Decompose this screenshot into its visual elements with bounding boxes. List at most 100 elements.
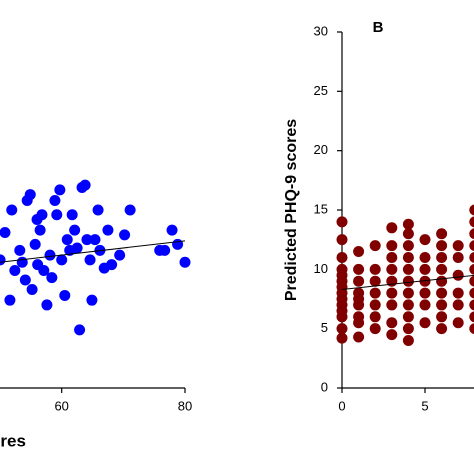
point <box>436 299 448 311</box>
point <box>369 299 381 311</box>
point <box>79 179 91 191</box>
point <box>19 274 31 286</box>
point <box>38 265 50 277</box>
point <box>402 323 414 335</box>
point <box>179 256 191 268</box>
y-tick-label: 20 <box>314 142 328 157</box>
point <box>452 299 464 311</box>
point <box>469 299 474 311</box>
point <box>419 275 431 287</box>
point <box>386 317 398 329</box>
point <box>66 209 78 221</box>
point <box>26 284 38 296</box>
point <box>24 189 36 201</box>
point <box>353 331 365 343</box>
point <box>353 263 365 275</box>
point <box>402 335 414 347</box>
point <box>386 287 398 299</box>
point <box>419 263 431 275</box>
point <box>336 234 348 246</box>
point <box>74 324 86 336</box>
point <box>41 299 53 311</box>
point <box>419 287 431 299</box>
point <box>119 229 131 241</box>
x-tick-label: 80 <box>178 398 192 413</box>
point <box>369 311 381 323</box>
point <box>166 224 178 236</box>
point <box>469 216 474 228</box>
point <box>353 287 365 299</box>
point <box>36 209 48 221</box>
point <box>16 256 28 268</box>
point <box>353 311 365 323</box>
point <box>114 249 126 261</box>
y-axis-label: Predicted PHQ-9 scores <box>283 119 300 301</box>
point <box>89 234 101 246</box>
point <box>469 275 474 287</box>
point <box>436 275 448 287</box>
point <box>336 251 348 263</box>
point <box>419 299 431 311</box>
y-tick-label: 25 <box>314 83 328 98</box>
point <box>402 275 414 287</box>
point <box>51 209 63 221</box>
point <box>402 240 414 252</box>
point <box>419 234 431 246</box>
point <box>436 240 448 252</box>
point <box>369 275 381 287</box>
trend-line <box>0 240 186 263</box>
point <box>402 311 414 323</box>
y-tick-label: 15 <box>314 201 328 216</box>
point <box>69 224 81 236</box>
point <box>81 234 93 246</box>
point <box>106 259 118 271</box>
y-tick-label: 5 <box>321 320 328 335</box>
point <box>469 252 474 263</box>
point <box>369 240 381 252</box>
point <box>386 251 398 263</box>
point <box>402 218 414 230</box>
point <box>386 263 398 275</box>
x-tick-label: 0 <box>338 398 345 413</box>
point <box>469 323 474 335</box>
point <box>49 195 61 207</box>
point <box>353 275 365 287</box>
point <box>436 311 448 323</box>
y-tick-label: 0 <box>321 379 328 394</box>
point <box>402 263 414 275</box>
point <box>102 224 114 236</box>
point <box>54 184 66 196</box>
point <box>402 299 414 311</box>
point <box>436 228 448 240</box>
point <box>402 251 414 263</box>
point <box>369 287 381 299</box>
point <box>402 228 414 240</box>
point <box>386 329 398 341</box>
point <box>436 263 448 275</box>
point <box>469 228 474 240</box>
point <box>386 222 398 234</box>
point <box>92 204 104 216</box>
point <box>0 254 6 266</box>
point <box>452 287 464 299</box>
y-tick-label: 30 <box>314 23 328 38</box>
point <box>369 263 381 275</box>
point <box>469 311 474 323</box>
point <box>452 317 464 329</box>
point <box>124 204 136 216</box>
point <box>336 323 348 335</box>
point <box>353 246 365 258</box>
point <box>369 323 381 335</box>
point <box>452 240 464 252</box>
point <box>452 251 464 263</box>
x-tick-label: 5 <box>421 398 428 413</box>
point <box>436 287 448 299</box>
point <box>6 204 18 216</box>
point <box>402 287 414 299</box>
point <box>86 294 98 306</box>
y-tick-label: 10 <box>314 261 328 276</box>
point <box>436 323 448 335</box>
point <box>56 254 68 266</box>
point <box>29 238 41 250</box>
